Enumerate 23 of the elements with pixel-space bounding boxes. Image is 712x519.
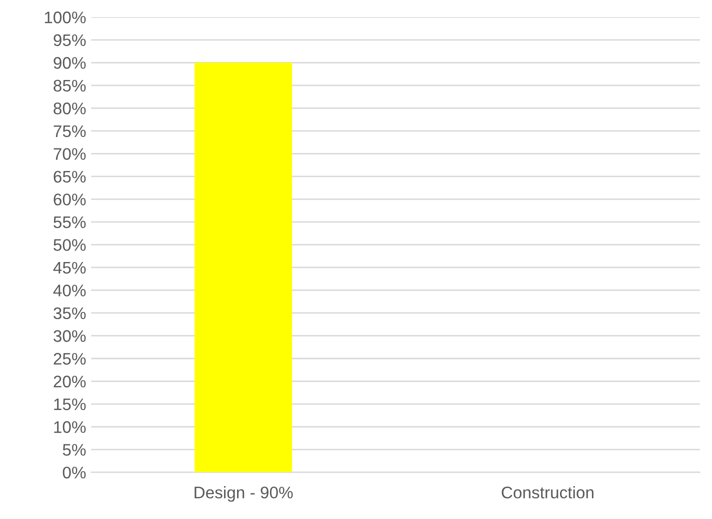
y-tick-label: 15% — [54, 398, 86, 410]
x-tick-label: Construction — [502, 486, 594, 498]
x-tick-label: Design - 90% — [194, 486, 293, 502]
y-tick-label: 90% — [54, 57, 86, 69]
y-tick-label: 10% — [54, 421, 86, 433]
y-tick-label: 0% — [62, 466, 86, 478]
y-tick-label: 60% — [54, 194, 86, 206]
y-tick-label: 40% — [53, 284, 86, 296]
y-tick-label: 85% — [54, 80, 86, 92]
y-tick-label: 30% — [54, 330, 86, 342]
y-tick-label: 95% — [54, 34, 86, 46]
y-tick-label: 65% — [54, 170, 86, 183]
y-tick-label: 25% — [54, 352, 86, 365]
y-tick-label: 75% — [54, 125, 86, 138]
y-tick-label: 45% — [53, 262, 86, 274]
y-tick-label: 100% — [44, 12, 86, 24]
y-tick-label: 35% — [54, 307, 86, 320]
y-tick-label: 5% — [62, 444, 86, 456]
y-tick-label: 70% — [54, 148, 86, 160]
y-tick-label: 80% — [54, 102, 86, 114]
y-tick-label: 55% — [54, 216, 86, 228]
y-tick-label: 50% — [54, 239, 86, 251]
y-tick-label: 20% — [54, 376, 86, 388]
